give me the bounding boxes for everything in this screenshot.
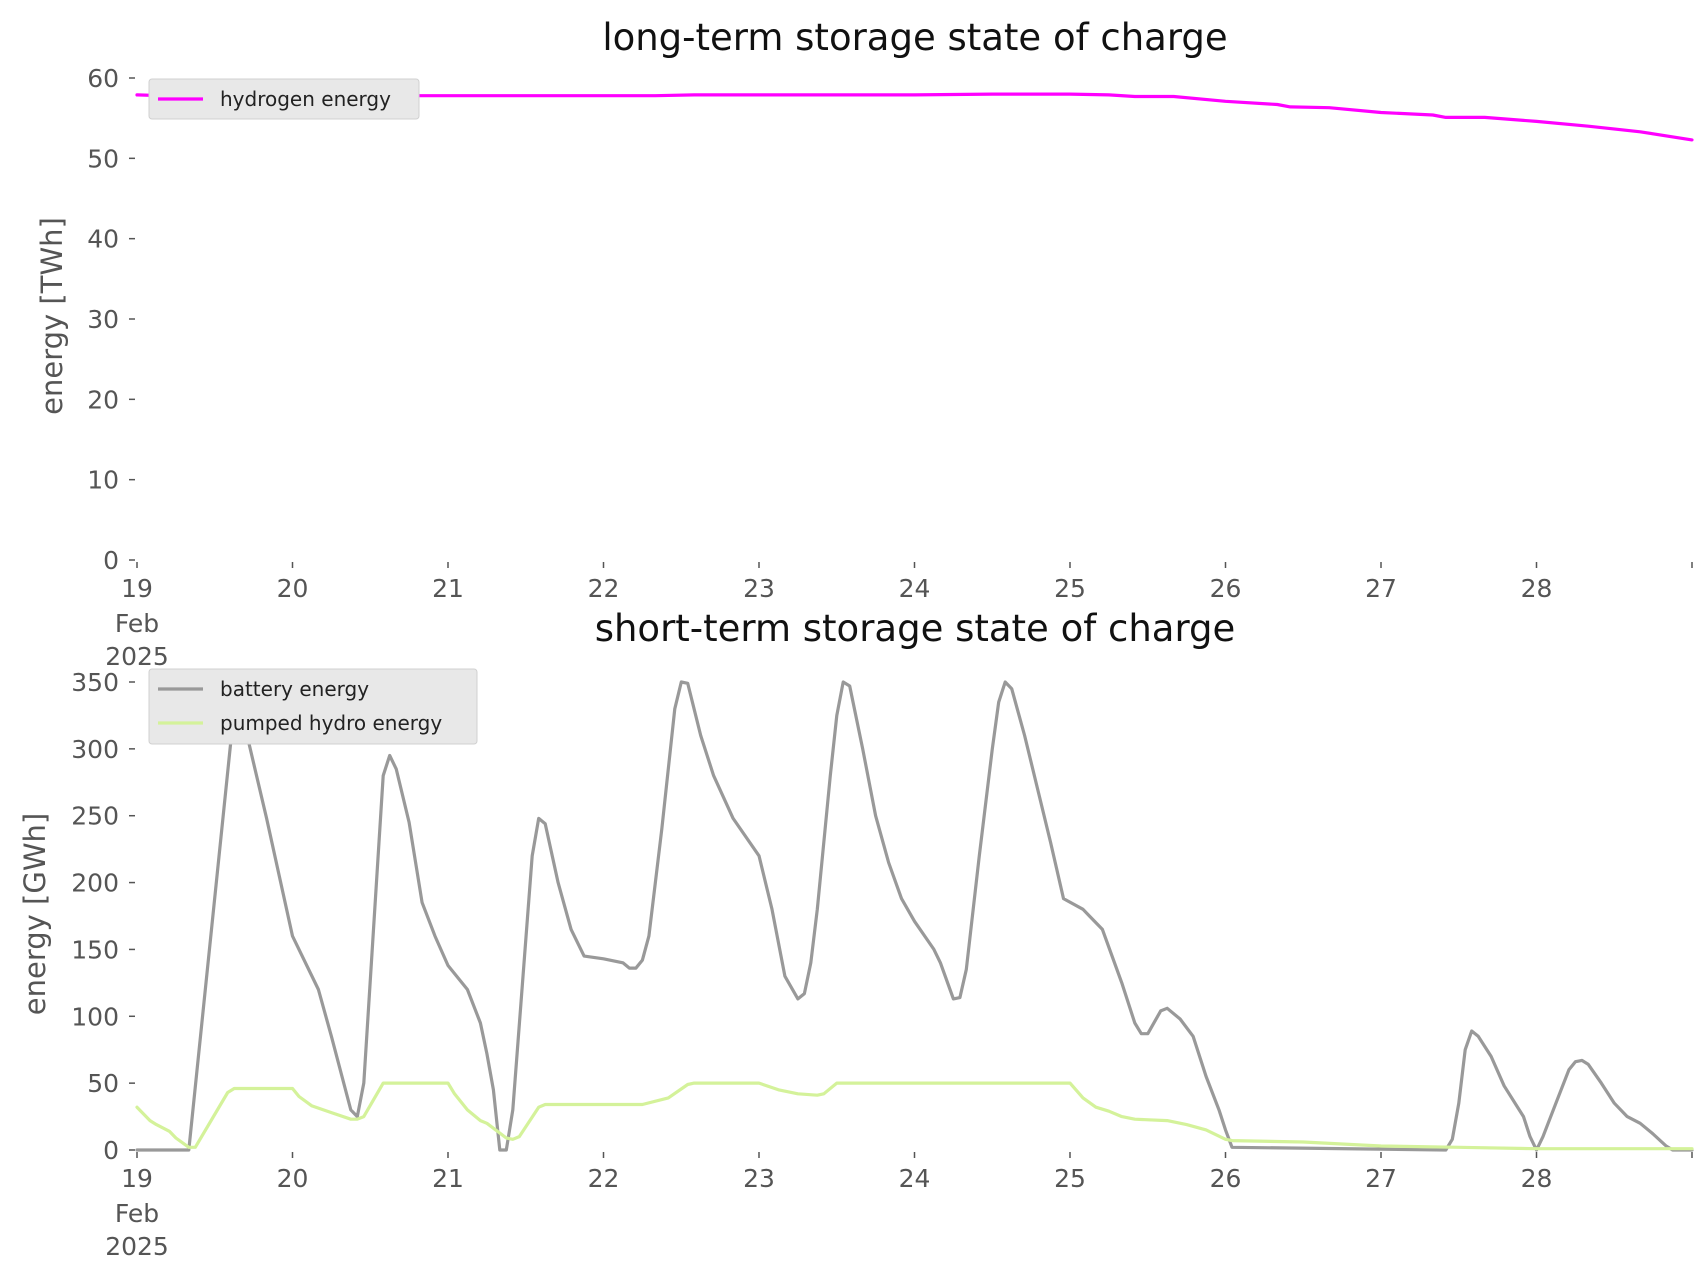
x-tick-label: 25 <box>1054 1164 1086 1193</box>
x-tick-label: 28 <box>1521 574 1553 603</box>
y-tick-label: 20 <box>87 385 119 414</box>
x-tick-label: 24 <box>899 1164 931 1193</box>
chart-title: short-term storage state of charge <box>595 607 1236 650</box>
y-axis: 0 50 100 150 200 250 300 350 <box>71 668 135 1165</box>
y-tick-label: 100 <box>71 1002 119 1031</box>
y-axis: 0 10 20 30 40 50 60 <box>87 64 135 575</box>
x-tick-label: 27 <box>1365 574 1397 603</box>
series-line <box>135 680 1694 1152</box>
x-tick-sublabel: Feb <box>115 609 159 638</box>
x-axis: 19 Feb 2025 20 21 22 23 24 25 26 27 28 <box>105 1152 1693 1261</box>
x-tick-label: 20 <box>277 574 309 603</box>
x-tick-label: 23 <box>743 574 775 603</box>
y-tick-label: 0 <box>103 546 119 575</box>
y-tick-label: 150 <box>71 935 119 964</box>
y-axis-label: energy [GWh] <box>18 813 52 1015</box>
x-tick-label: 21 <box>432 1164 464 1193</box>
x-tick-sublabel: 2025 <box>105 642 169 671</box>
x-tick-label: 22 <box>588 1164 620 1193</box>
x-tick-label: 19 <box>121 1164 153 1193</box>
x-tick-sublabel: 2025 <box>105 1232 169 1261</box>
x-tick-sublabel: Feb <box>115 1199 159 1228</box>
y-tick-label: 50 <box>87 144 119 173</box>
y-tick-label: 350 <box>71 668 119 697</box>
y-tick-label: 250 <box>71 802 119 831</box>
x-tick-label: 20 <box>277 1164 309 1193</box>
legend-box <box>148 78 420 120</box>
long-term-panel: long-term storage state of charge energy… <box>35 16 1694 671</box>
plot-area <box>135 92 1694 142</box>
x-tick-label: 24 <box>899 574 931 603</box>
x-tick-label: 26 <box>1210 1164 1242 1193</box>
x-tick-label: 27 <box>1365 1164 1397 1193</box>
legend-label: hydrogen energy <box>220 87 391 111</box>
short-term-panel: short-term storage state of charge energ… <box>18 607 1694 1261</box>
x-tick-label: 25 <box>1054 574 1086 603</box>
y-tick-label: 60 <box>87 64 119 93</box>
x-tick-label: 23 <box>743 1164 775 1193</box>
y-tick-label: 30 <box>87 305 119 334</box>
series-line <box>135 92 1694 142</box>
y-tick-label: 300 <box>71 735 119 764</box>
x-tick-label: 26 <box>1210 574 1242 603</box>
x-tick-label: 19 <box>121 574 153 603</box>
legend: hydrogen energy <box>148 78 420 120</box>
legend-box <box>148 668 478 745</box>
y-tick-label: 10 <box>87 466 119 495</box>
plot-area <box>135 680 1694 1152</box>
x-tick-label: 21 <box>432 574 464 603</box>
y-axis-label: energy [TWh] <box>35 217 69 415</box>
chart-title: long-term storage state of charge <box>602 16 1227 59</box>
legend-label: pumped hydro energy <box>220 711 442 735</box>
series-line <box>135 1081 1694 1151</box>
legend-label: battery energy <box>220 677 369 701</box>
legend: battery energy pumped hydro energy <box>148 668 478 745</box>
x-tick-label: 22 <box>588 574 620 603</box>
y-tick-label: 0 <box>103 1136 119 1165</box>
x-tick-label: 28 <box>1521 1164 1553 1193</box>
y-tick-label: 40 <box>87 225 119 254</box>
y-tick-label: 50 <box>87 1069 119 1098</box>
x-axis: 19 Feb 2025 20 21 22 23 24 25 26 27 28 <box>105 562 1693 671</box>
y-tick-label: 200 <box>71 869 119 898</box>
